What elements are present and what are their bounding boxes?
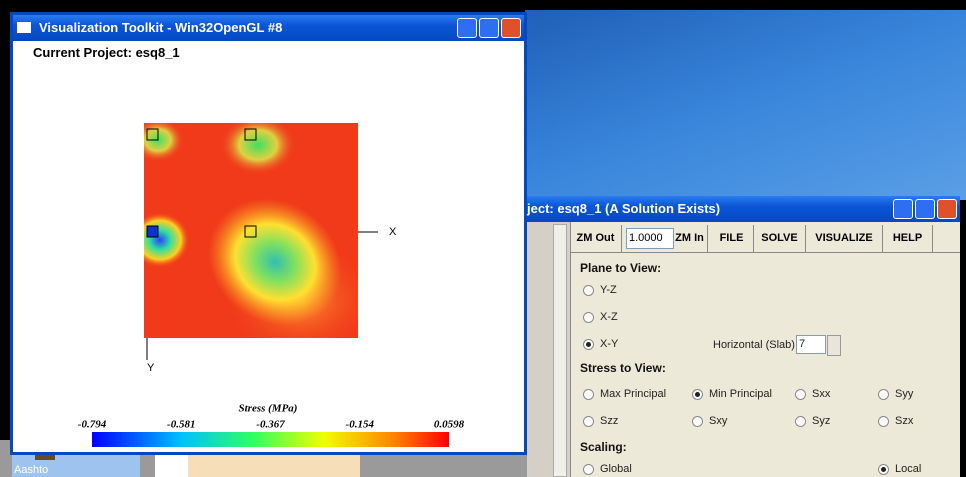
render-view: X Y Stress (MPa) -0.794 -0.581 -0.367 -0.15…	[0, 0, 527, 455]
colorbar-label: -0.154	[346, 419, 375, 431]
slab-label: Horizontal (Slab)	[713, 339, 795, 351]
zoom-in-button[interactable]: ZM In	[672, 225, 708, 252]
colorbar-label: -0.367	[256, 419, 285, 431]
radio-label[interactable]: Min Principal	[709, 388, 772, 400]
radio-label[interactable]: Szx	[895, 415, 913, 427]
radio-label[interactable]: Syz	[812, 415, 830, 427]
slab-input[interactable]: 7	[796, 335, 826, 354]
toolbar-button[interactable]: VISUALIZE	[806, 225, 883, 252]
screen: Aashto Visualization Toolkit - Win32Open…	[0, 0, 966, 477]
panel	[155, 452, 188, 477]
radio-label[interactable]: Sxx	[812, 388, 830, 400]
radio-button[interactable]	[878, 416, 889, 427]
radio-label[interactable]: Sxy	[709, 415, 727, 427]
panel	[188, 452, 360, 477]
radio-label[interactable]: X-Z	[600, 311, 618, 323]
minimize-button[interactable]	[893, 199, 913, 219]
colorbar-label: -0.581	[167, 419, 195, 431]
radio-button[interactable]	[795, 416, 806, 427]
stress-map	[130, 115, 380, 360]
radio-button[interactable]	[583, 312, 594, 323]
radio-label[interactable]: Max Principal	[600, 388, 666, 400]
colorbar-label: 0.0598	[434, 419, 465, 431]
icon-label[interactable]: Aashto	[14, 464, 48, 476]
y-axis-label: Y	[147, 362, 155, 374]
radio-button[interactable]	[692, 416, 703, 427]
radio-label[interactable]: Local	[895, 463, 921, 475]
scrollbar[interactable]	[553, 224, 567, 477]
radio-label[interactable]: Szz	[600, 415, 618, 427]
window-title: ject: esq8_1 (A Solution Exists)	[527, 201, 720, 216]
radio-button[interactable]	[583, 416, 594, 427]
radio-label[interactable]: Syy	[895, 388, 913, 400]
radio-label[interactable]: Y-Z	[600, 284, 617, 296]
left-strip	[527, 222, 571, 477]
section-heading: Stress to View:	[580, 361, 666, 375]
radio-button[interactable]	[878, 389, 889, 400]
app-window: ject: esq8_1 (A Solution Exists) ZM Out …	[527, 196, 960, 477]
toolbar-button[interactable]: HELP	[883, 225, 933, 252]
close-button[interactable]	[937, 199, 957, 219]
x-axis-label: X	[389, 226, 397, 238]
radio-button[interactable]	[878, 464, 889, 475]
colorbar-label: -0.794	[78, 419, 107, 431]
section-heading: Scaling:	[580, 440, 627, 454]
radio-button[interactable]	[692, 389, 703, 400]
radio-button[interactable]	[583, 339, 594, 350]
zoom-input[interactable]: 1.0000	[626, 228, 674, 249]
maximize-button[interactable]	[915, 199, 935, 219]
colorbar-title: Stress (MPa)	[239, 403, 298, 415]
toolbar-button[interactable]: FILE	[710, 225, 754, 252]
desktop-sky	[525, 10, 966, 200]
radio-button[interactable]	[583, 285, 594, 296]
zoom-out-button[interactable]: ZM Out	[570, 225, 622, 252]
section-heading: Plane to View:	[580, 261, 661, 275]
radio-label[interactable]: X-Y	[600, 338, 618, 350]
colorbar	[92, 432, 449, 447]
radio-button[interactable]	[583, 389, 594, 400]
radio-button[interactable]	[583, 464, 594, 475]
slab-spinner[interactable]	[827, 335, 841, 356]
radio-label[interactable]: Global	[600, 463, 632, 475]
radio-button[interactable]	[795, 389, 806, 400]
toolbar-button[interactable]: SOLVE	[754, 225, 806, 252]
